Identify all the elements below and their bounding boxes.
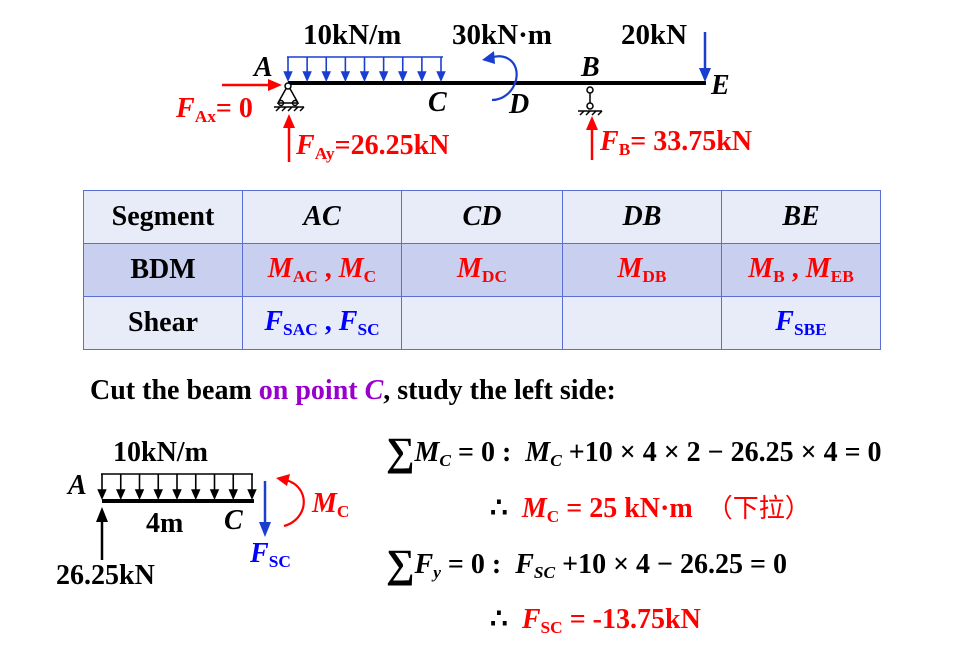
bdm-cell: MAC , MC [242, 243, 402, 297]
fb-shear-arrow [259, 481, 271, 537]
result-moment: ∴ MC = 25 kN·m （下拉） [490, 493, 811, 526]
fb-distributed-load-arrows [97, 473, 257, 500]
equation-moment: ∑MC = 0 : MC +10 × 4 × 2 − 26.25 × 4 = 0 [386, 429, 882, 474]
load-arrow-head [172, 489, 182, 500]
load-arrow-head [302, 71, 312, 82]
bdm-cell: MDB [562, 243, 722, 297]
distributed-load-arrows [283, 56, 446, 82]
fb-label-A: A [68, 470, 87, 501]
fb-label-C: C [224, 505, 243, 536]
row-label: BDM [83, 243, 243, 297]
reaction-fb-arrow [586, 116, 598, 160]
bdm-cell: MDC [401, 243, 563, 297]
dist-load-label: 10kN/m [303, 19, 402, 51]
load-arrow-head [417, 71, 427, 82]
point-load-label: 20kN [621, 19, 688, 51]
load-arrow-head [340, 71, 351, 82]
top-beam [222, 32, 711, 162]
label-A: A [254, 52, 273, 83]
fb-length-label: 4m [146, 508, 184, 539]
label-E: E [711, 70, 730, 101]
table-header-row: Segment AC CD DB BE [83, 190, 881, 244]
free-body-beam [96, 473, 305, 560]
load-arrow-head [378, 71, 389, 82]
moment-arc-D-icon [482, 51, 518, 102]
roller-support-B-icon [578, 86, 603, 116]
header-cell: CD [401, 190, 563, 244]
fb-fsc-label: FSC [250, 538, 291, 571]
header-cell: Segment [83, 190, 243, 244]
shear-cell: FSBE [721, 296, 881, 350]
header-cell: AC [242, 190, 402, 244]
load-arrow-head [191, 489, 201, 500]
load-arrow-head [398, 71, 408, 82]
load-arrow-head [134, 489, 145, 500]
bdm-cell: MB , MEB [721, 243, 881, 297]
statement-text: Cut the beam on point C, study the left … [90, 375, 616, 406]
segment-table: Segment AC CD DB BE BDM MAC , MC MDC MDB… [83, 190, 881, 350]
label-D: D [509, 89, 530, 120]
load-arrow-head [97, 489, 107, 500]
header-cell: BE [721, 190, 881, 244]
header-cell: DB [562, 190, 722, 244]
load-arrow-head [359, 71, 370, 82]
shear-cell [401, 296, 563, 350]
fb-label: FB= 33.75kN [600, 126, 753, 159]
fay-label: FAy=26.25kN [296, 130, 450, 163]
fb-reaction-label: 26.25kN [56, 560, 155, 591]
table-row-shear: Shear FSAC , FSC FSBE [83, 296, 881, 350]
table-row-bdm: BDM MAC , MC MDC MDB MB , MEB [83, 243, 881, 297]
shear-cell: FSAC , FSC [242, 296, 402, 350]
fb-reaction-arrow [96, 507, 108, 560]
label-B: B [581, 52, 600, 83]
load-arrow-head [228, 489, 238, 500]
label-C: C [428, 87, 447, 118]
load-arrow-head [209, 489, 220, 500]
reaction-fay-arrow [283, 114, 295, 162]
moment-load-label: 30kN·m [452, 19, 552, 51]
load-arrow-head [436, 71, 446, 82]
equation-force: ∑Fy = 0 : FSC +10 × 4 − 26.25 = 0 [386, 541, 787, 586]
load-arrow-head [116, 489, 126, 500]
row-label: Shear [83, 296, 243, 350]
load-arrow-head [247, 489, 257, 500]
shear-cell [562, 296, 722, 350]
fb-moment-arc-icon [276, 474, 305, 528]
fax-label: FAx= 0 [176, 93, 253, 126]
result-force: ∴ FSC = -13.75kN [490, 604, 701, 637]
fb-load-label: 10kN/m [113, 437, 208, 468]
load-arrow-head [153, 489, 163, 500]
point-load-E-arrow [699, 32, 711, 82]
load-arrow-head [321, 71, 331, 82]
reaction-fax-arrow [222, 79, 282, 91]
load-arrow-head [283, 71, 293, 82]
fb-mc-label: MC [312, 488, 350, 521]
pin-support-A-icon [274, 82, 305, 112]
